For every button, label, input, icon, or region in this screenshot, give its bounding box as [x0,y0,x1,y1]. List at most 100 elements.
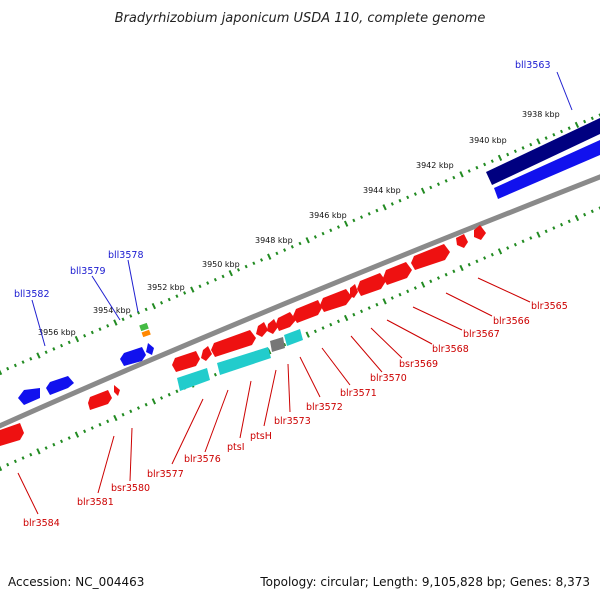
outer-ring-tick [21,360,25,364]
gene-blr3566[interactable] [411,244,450,270]
label-blr3577[interactable]: blr3577 [147,469,184,480]
gene-blr3584[interactable] [0,423,24,446]
inner-ring-tick [336,319,341,324]
label-bll3582[interactable]: bll3582 [14,289,50,300]
inner-ring-tick [106,419,110,424]
inner-ring-tick [536,231,541,238]
outer-ring-tick [244,264,248,269]
gene-blr3570[interactable] [320,289,352,312]
label-blr3567[interactable]: blr3567 [463,329,500,340]
inner-ring-tick [313,329,317,334]
inner-ring-tick [459,264,464,272]
feature-gray[interactable] [270,337,285,352]
outer-ring-tick [352,218,356,223]
outer-ring-tick [475,165,479,170]
feature-cyan-2[interactable] [217,347,271,375]
label-blr3571[interactable]: blr3571 [340,388,377,399]
inner-ring-tick [598,206,600,210]
label-bll3578[interactable]: bll3578 [108,250,144,261]
inner-ring-tick [67,436,71,440]
gene-blr3565[interactable] [474,225,486,240]
outer-ring-tick [406,195,410,200]
label-blr3584[interactable]: blr3584 [23,518,60,529]
inner-ring-tick [367,306,371,310]
outer-ring-tick [375,208,379,213]
tick-label-3946: 3946 kbp [309,211,347,220]
outer-ring-tick [313,235,317,239]
label-bsr3580[interactable]: bsr3580 [111,483,150,494]
label-ptsI[interactable]: ptsI [227,442,245,453]
outer-ring-tick [544,136,548,140]
inner-ring-tick [59,439,64,444]
label-blr3568[interactable]: blr3568 [432,344,469,355]
inner-ring-tick [398,292,402,297]
inner-ring-tick [90,426,94,430]
gene-blr3567[interactable] [383,262,412,285]
outer-ring-tick [190,286,195,293]
inner-ring-tick [436,276,441,280]
inner-ring-tick [113,414,118,422]
forward-genes [0,225,486,446]
gene-blr3572[interactable] [276,312,296,331]
gene-blr3581[interactable] [88,390,112,410]
inner-ring-tick [144,402,148,407]
marker-green [139,322,149,332]
label-blr3581[interactable]: blr3581 [77,497,114,508]
tick-label-3948: 3948 kbp [255,236,293,245]
inner-ring-tick [213,372,217,377]
outer-ring-tick [121,317,125,322]
gene-bll3563[interactable] [494,140,600,199]
outer-ring-tick [144,307,148,312]
outer-ring-tick [483,162,487,167]
gene-blr3568[interactable] [357,273,386,296]
gene-ptsH[interactable] [256,322,268,337]
gene-bll3579[interactable] [120,347,146,366]
inner-ring-tick [429,279,433,284]
label-ptsH[interactable]: ptsH [250,431,272,442]
inner-ring-tick [36,448,41,455]
feature-cyan-1[interactable] [177,368,210,391]
inner-ring-tick [52,442,56,447]
outer-ring-tick [0,368,3,376]
outer-ring-tick [198,284,202,289]
gene-blr3577[interactable] [172,351,200,372]
features [177,329,303,391]
gene-blr3576[interactable] [201,346,212,361]
gene-bsr3569[interactable] [350,284,358,298]
label-blr3572[interactable]: blr3572 [306,402,343,413]
inner-ring-tick [506,246,510,250]
outer-ring-tick [336,225,341,229]
label-blr3573[interactable]: blr3573 [274,416,311,427]
label-bsr3569[interactable]: bsr3569 [399,359,438,370]
gene-bll3578[interactable] [146,343,154,355]
label-blr3570[interactable]: blr3570 [370,373,407,384]
gene-ptsI[interactable] [211,330,256,357]
outer-ring-tick [459,171,464,178]
label-bll3579[interactable]: bll3579 [70,266,106,277]
label-blr3576[interactable]: blr3576 [184,454,221,465]
outer-ring-tick [490,159,494,163]
outer-ring-tick [213,277,217,282]
gene-bsr3580[interactable] [114,385,120,396]
gene-blr3571[interactable] [293,300,322,323]
gene-bll3581-rev[interactable] [46,376,74,395]
outer-ring-tick [52,347,56,351]
feature-cyan-3[interactable] [284,329,303,346]
outer-ring-tick [275,251,279,256]
inner-ring-tick [452,269,456,274]
label-blr3566[interactable]: blr3566 [493,316,530,327]
outer-ring-tick [6,366,10,371]
inner-ring-tick [305,331,310,338]
outer-tick-ring [0,113,600,376]
inner-ring-tick [406,289,410,294]
gene-blr3573[interactable] [267,319,278,334]
outer-ring-tick [74,335,80,343]
gene-bll3582[interactable] [18,388,40,405]
gene-blr3565a[interactable] [456,234,468,248]
gene-bll3563-highlight[interactable] [486,118,600,185]
outer-ring-tick [305,237,310,244]
label-bll3563[interactable]: bll3563 [515,60,551,71]
label-blr3565[interactable]: blr3565 [531,301,568,312]
inner-ring-tick [574,214,580,222]
